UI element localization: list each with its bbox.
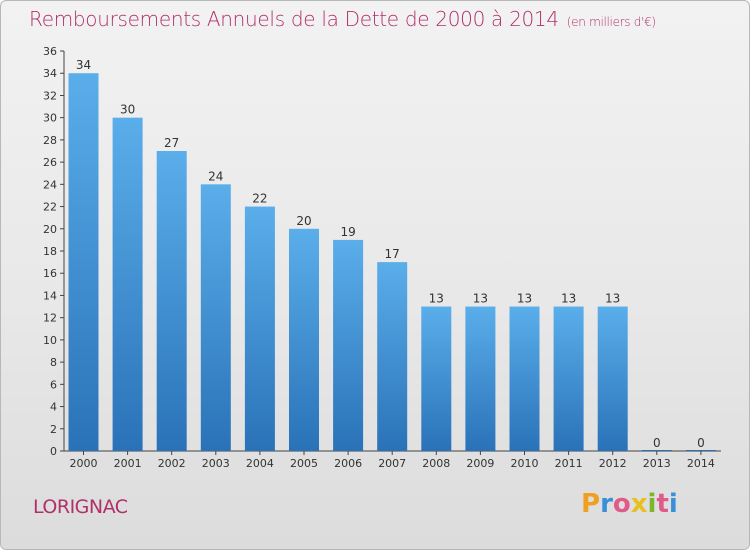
x-tick-label-2012: 2012 xyxy=(599,457,627,470)
logo-letter: x xyxy=(630,489,648,519)
bar-2003 xyxy=(200,184,231,452)
data-label-2004: 22 xyxy=(252,192,267,206)
x-tick-label-2004: 2004 xyxy=(246,457,274,470)
x-tick-label-2013: 2013 xyxy=(643,457,671,470)
y-tick-label: 14 xyxy=(43,289,57,302)
y-tick-label: 8 xyxy=(50,356,57,369)
x-tick-label-2009: 2009 xyxy=(466,457,494,470)
y-tick-label: 12 xyxy=(43,312,57,325)
y-tick-label: 22 xyxy=(43,201,57,214)
chart-subtitle: (en milliers d'€) xyxy=(566,15,656,29)
data-label-2007: 17 xyxy=(385,247,400,261)
bar-2008 xyxy=(421,306,452,451)
data-label-2003: 24 xyxy=(208,169,223,183)
x-tick-label-2002: 2002 xyxy=(158,457,186,470)
logo-letter: o xyxy=(612,489,631,519)
bar-2006 xyxy=(333,239,364,451)
y-tick-label: 20 xyxy=(43,223,57,236)
x-tick-label-2011: 2011 xyxy=(555,457,583,470)
y-tick-label: 6 xyxy=(50,378,57,391)
data-label-2008: 13 xyxy=(429,292,444,306)
x-tick-label-2014: 2014 xyxy=(687,457,715,470)
data-label-2002: 27 xyxy=(164,136,179,150)
x-tick-label-2003: 2003 xyxy=(202,457,230,470)
bar-2009 xyxy=(465,306,496,451)
x-tick-label-2007: 2007 xyxy=(378,457,406,470)
y-tick-label: 36 xyxy=(43,45,57,58)
bar-2007 xyxy=(377,262,408,451)
commune-name: LORIGNAC xyxy=(33,496,128,518)
chart-title: Remboursements Annuels de la Dette de 20… xyxy=(29,7,656,31)
bar-2000 xyxy=(68,73,99,451)
logo-letter: i xyxy=(668,489,678,519)
logo-letter: P xyxy=(581,489,601,519)
data-label-2012: 13 xyxy=(605,292,620,306)
y-tick-label: 32 xyxy=(43,89,57,102)
x-tick-label-2001: 2001 xyxy=(114,457,142,470)
y-tick-label: 4 xyxy=(50,401,57,414)
data-label-2000: 34 xyxy=(76,58,91,72)
y-tick-label: 26 xyxy=(43,156,57,169)
bar-2004 xyxy=(244,206,275,451)
logo-letter: t xyxy=(656,489,669,519)
bar-2005 xyxy=(289,228,319,451)
data-label-2006: 19 xyxy=(340,225,355,239)
data-label-2014: 0 xyxy=(697,436,705,450)
y-tick-label: 24 xyxy=(43,178,57,191)
data-label-2001: 30 xyxy=(120,103,135,117)
logo-letter: r xyxy=(600,489,613,519)
data-label-2010: 13 xyxy=(517,292,532,306)
y-tick-label: 30 xyxy=(43,112,57,125)
y-tick-label: 34 xyxy=(43,67,57,80)
x-tick-label-2008: 2008 xyxy=(422,457,450,470)
bar-2010 xyxy=(509,306,540,451)
x-tick-label-2006: 2006 xyxy=(334,457,362,470)
y-tick-label: 2 xyxy=(50,423,57,436)
x-tick-label-2000: 2000 xyxy=(70,457,98,470)
logo-letter: i xyxy=(647,489,657,519)
bar-2001 xyxy=(112,117,143,452)
y-tick-label: 0 xyxy=(50,445,57,458)
data-label-2013: 0 xyxy=(653,436,661,450)
data-label-2005: 20 xyxy=(296,214,311,228)
y-tick-label: 10 xyxy=(43,334,57,347)
y-tick-label: 18 xyxy=(43,245,57,258)
proxiti-logo: Proxiti xyxy=(581,489,678,519)
y-tick-label: 16 xyxy=(43,267,57,280)
bar-2011 xyxy=(553,306,584,451)
x-tick-label-2005: 2005 xyxy=(290,457,318,470)
bar-2012 xyxy=(597,306,628,451)
x-tick-label-2010: 2010 xyxy=(511,457,539,470)
chart-title-text: Remboursements Annuels de la Dette de 20… xyxy=(29,7,559,31)
y-tick-label: 28 xyxy=(43,134,57,147)
data-label-2011: 13 xyxy=(561,292,576,306)
bar-2002 xyxy=(156,151,187,451)
data-label-2009: 13 xyxy=(473,292,488,306)
